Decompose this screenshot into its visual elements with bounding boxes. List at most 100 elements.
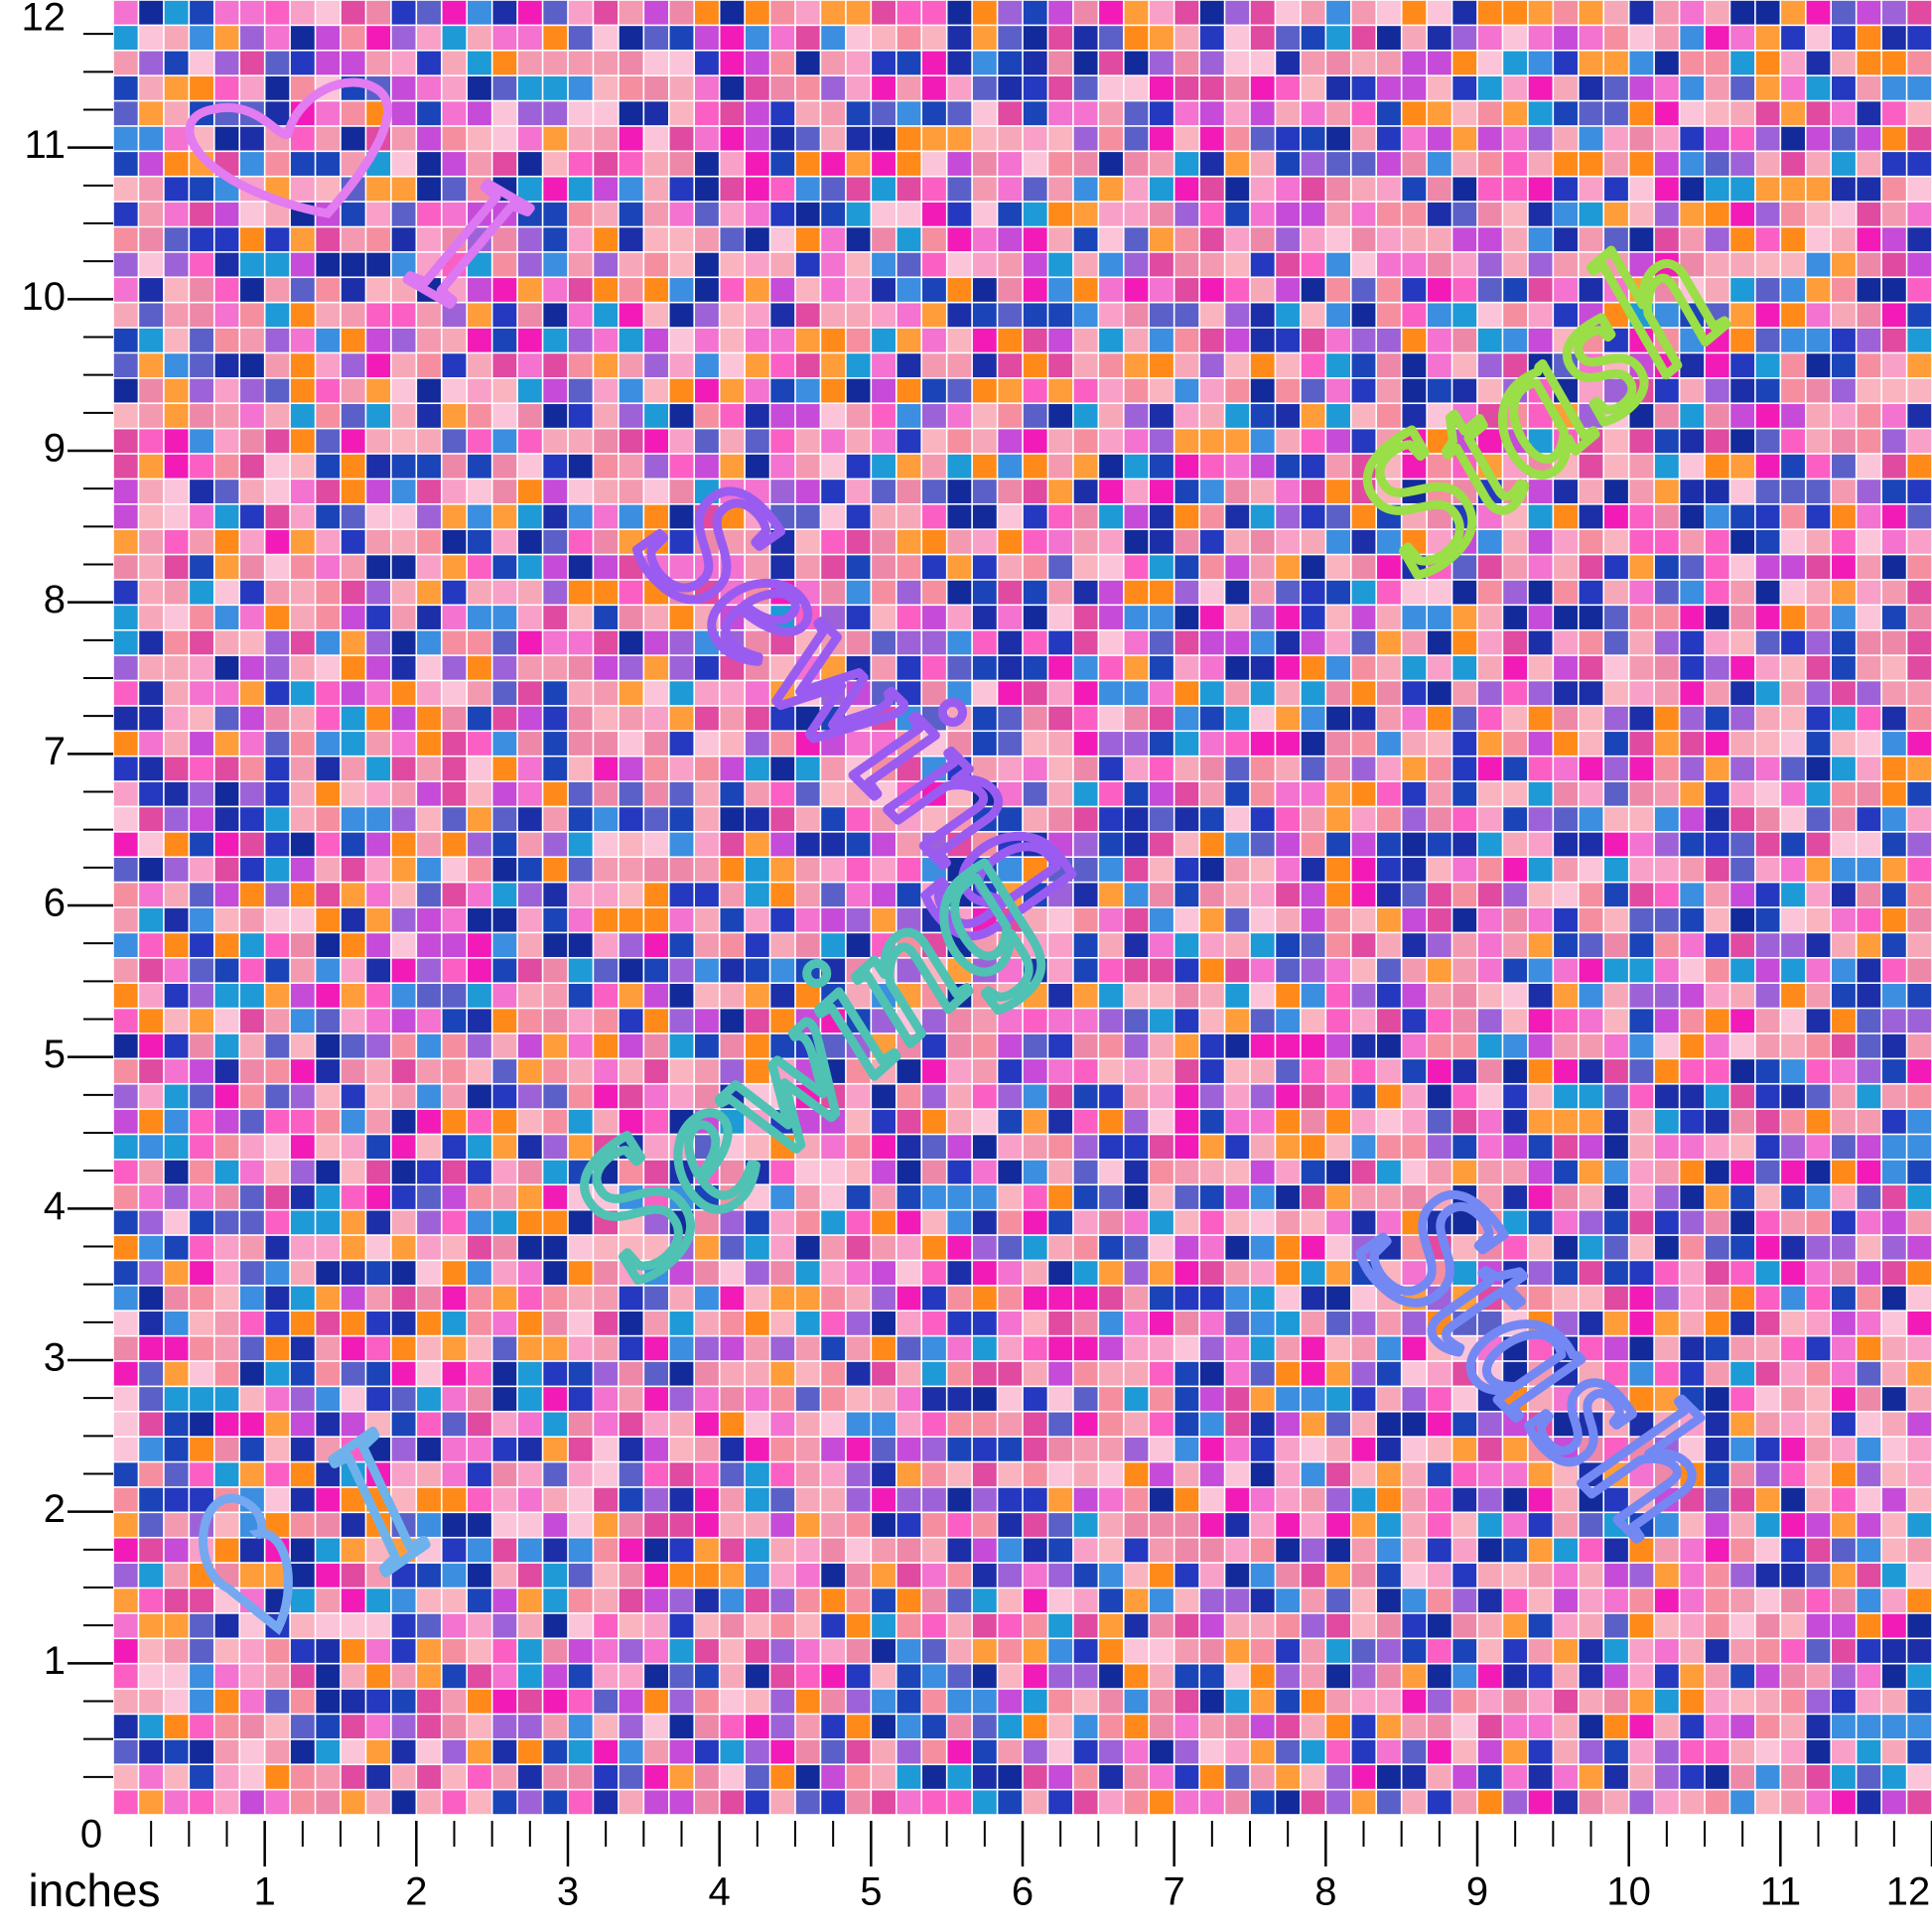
tile <box>1554 529 1578 554</box>
tile <box>568 1009 593 1034</box>
tile <box>644 983 668 1008</box>
tile <box>240 807 264 832</box>
tile <box>1857 202 1881 226</box>
tile <box>644 681 668 706</box>
tile <box>492 1588 517 1613</box>
tile <box>543 252 568 277</box>
tile <box>1250 580 1275 605</box>
tile <box>265 353 290 378</box>
tile <box>1301 1235 1325 1260</box>
tile <box>1225 1487 1250 1512</box>
tile <box>1023 504 1047 529</box>
tile <box>1477 504 1502 529</box>
tile <box>391 1261 416 1286</box>
tile <box>1150 907 1173 932</box>
tile <box>594 732 619 756</box>
tile <box>190 454 213 479</box>
tile <box>972 126 997 151</box>
tile <box>1781 529 1805 554</box>
tile <box>391 1336 416 1361</box>
tile <box>391 858 416 882</box>
tile <box>619 706 643 731</box>
tile <box>290 152 315 176</box>
tile <box>1073 328 1098 352</box>
tile <box>1276 1689 1301 1714</box>
tile <box>113 1361 138 1386</box>
tile <box>1124 883 1149 907</box>
tile <box>417 1462 441 1487</box>
tile <box>1073 580 1098 605</box>
tile <box>1857 278 1881 302</box>
tile <box>164 252 189 277</box>
tile <box>290 1185 315 1209</box>
tile <box>1048 303 1073 328</box>
tile <box>821 757 846 781</box>
tile <box>113 252 138 277</box>
tile <box>190 1135 213 1160</box>
tile <box>669 983 694 1008</box>
tile <box>1579 152 1603 176</box>
tile <box>341 1538 365 1563</box>
tile <box>1073 606 1098 629</box>
tile <box>1048 1185 1073 1209</box>
tile <box>214 1538 239 1563</box>
tile <box>695 378 719 403</box>
tile <box>1073 1412 1098 1437</box>
tile <box>1528 529 1553 554</box>
tile <box>1579 630 1603 655</box>
tile <box>240 1613 264 1638</box>
tile <box>1579 958 1603 983</box>
tile <box>897 1613 921 1638</box>
tile <box>644 933 668 957</box>
tile <box>745 630 769 655</box>
tile <box>468 353 491 378</box>
tile <box>1150 1513 1173 1537</box>
tile <box>1452 404 1477 428</box>
tile <box>1857 1437 1881 1461</box>
tile <box>1907 1235 1932 1260</box>
tile <box>1276 1185 1301 1209</box>
tile <box>897 1513 921 1537</box>
tile <box>947 807 972 832</box>
tile <box>1907 1513 1932 1537</box>
tile <box>316 958 341 983</box>
tile <box>1503 1387 1528 1411</box>
tile <box>492 353 517 378</box>
tile <box>113 983 138 1008</box>
tile <box>1781 1009 1805 1034</box>
tile <box>669 51 694 75</box>
tile <box>1073 681 1098 706</box>
tile <box>1276 1009 1301 1034</box>
tile <box>972 1261 997 1286</box>
tile <box>594 1462 619 1487</box>
tile <box>770 1361 795 1386</box>
tile <box>391 1135 416 1160</box>
tile <box>568 1235 593 1260</box>
tile <box>1099 101 1123 126</box>
tile <box>1857 1160 1881 1184</box>
tile <box>1907 278 1932 302</box>
tile <box>1402 378 1427 403</box>
tile <box>1705 1311 1729 1335</box>
tile <box>1225 480 1250 503</box>
tile <box>1730 1613 1755 1638</box>
tile <box>1730 101 1755 126</box>
tile <box>1276 1462 1301 1487</box>
tile <box>1377 883 1401 907</box>
tile <box>1604 1185 1628 1209</box>
tile <box>1604 303 1628 328</box>
tile <box>568 0 593 25</box>
tile <box>1073 1286 1098 1311</box>
tile <box>1881 630 1906 655</box>
tile <box>391 681 416 706</box>
tile <box>897 378 921 403</box>
tile <box>366 1639 391 1663</box>
tile <box>1124 454 1149 479</box>
tile <box>442 378 467 403</box>
tile <box>1604 1613 1628 1638</box>
tile <box>1452 1235 1477 1260</box>
tile <box>391 1210 416 1235</box>
tile <box>1150 1261 1173 1286</box>
tile <box>1023 1084 1047 1109</box>
tile <box>846 1235 871 1260</box>
